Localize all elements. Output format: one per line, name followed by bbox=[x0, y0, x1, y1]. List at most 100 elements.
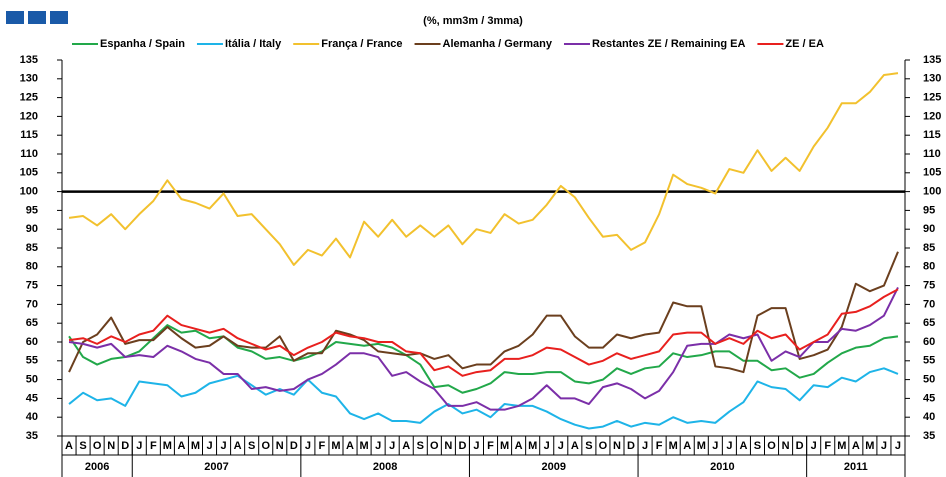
x-tick-label: S bbox=[79, 440, 86, 452]
x-tick-label: M bbox=[669, 440, 678, 452]
x-tick-label: J bbox=[712, 440, 718, 452]
x-tick-label: F bbox=[656, 440, 663, 452]
x-tick-label: J bbox=[558, 440, 564, 452]
x-tick-label: A bbox=[402, 440, 410, 452]
legend-label: ZE / EA bbox=[785, 38, 824, 50]
x-tick-label: J bbox=[726, 440, 732, 452]
y2-tick-label: 115 bbox=[923, 129, 941, 141]
y2-tick-label: 45 bbox=[923, 392, 935, 404]
y2-tick-label: 35 bbox=[923, 430, 935, 442]
series-line bbox=[68, 288, 899, 377]
y2-tick-label: 65 bbox=[923, 317, 935, 329]
y2-tick-label: 60 bbox=[923, 336, 935, 348]
x-tick-label: J bbox=[642, 440, 648, 452]
x-group-label: 2011 bbox=[844, 461, 868, 473]
x-tick-label: A bbox=[683, 440, 691, 452]
x-tick-label: N bbox=[276, 440, 284, 452]
x-tick-label: D bbox=[458, 440, 466, 452]
y-tick-label: 40 bbox=[26, 411, 38, 423]
x-tick-label: J bbox=[206, 440, 212, 452]
x-tick-label: S bbox=[248, 440, 255, 452]
logo-block bbox=[28, 11, 46, 24]
series-line bbox=[68, 324, 899, 394]
x-tick-label: D bbox=[290, 440, 298, 452]
y-tick-label: 65 bbox=[26, 317, 38, 329]
logo-block bbox=[6, 11, 24, 24]
x-tick-label: A bbox=[234, 440, 242, 452]
x-tick-label: J bbox=[305, 440, 311, 452]
y-tick-label: 55 bbox=[26, 355, 38, 367]
y2-tick-label: 120 bbox=[923, 110, 941, 122]
x-tick-label: M bbox=[865, 440, 874, 452]
y-tick-label: 45 bbox=[26, 392, 38, 404]
legend-label: Espanha / Spain bbox=[100, 38, 185, 50]
y-tick-label: 120 bbox=[20, 110, 38, 122]
y-tick-label: 50 bbox=[26, 374, 38, 386]
y2-tick-label: 50 bbox=[923, 374, 935, 386]
x-tick-label: S bbox=[754, 440, 761, 452]
x-group-label: 2009 bbox=[542, 461, 566, 473]
x-tick-label: O bbox=[261, 440, 270, 452]
x-tick-label: F bbox=[319, 440, 326, 452]
x-group-label: 2008 bbox=[373, 461, 397, 473]
x-tick-label: M bbox=[163, 440, 172, 452]
y2-tick-label: 135 bbox=[923, 54, 941, 66]
y2-tick-label: 40 bbox=[923, 411, 935, 423]
x-tick-label: F bbox=[150, 440, 157, 452]
x-tick-label: M bbox=[331, 440, 340, 452]
logo-block bbox=[50, 11, 68, 24]
y-tick-label: 95 bbox=[26, 204, 38, 216]
y2-tick-label: 55 bbox=[923, 355, 935, 367]
x-tick-label: J bbox=[881, 440, 887, 452]
x-tick-label: M bbox=[500, 440, 509, 452]
y-tick-label: 60 bbox=[26, 336, 38, 348]
y-tick-label: 135 bbox=[20, 54, 38, 66]
y-tick-label: 105 bbox=[20, 167, 38, 179]
x-tick-label: J bbox=[544, 440, 550, 452]
y2-tick-label: 95 bbox=[923, 204, 935, 216]
y-tick-label: 80 bbox=[26, 261, 38, 273]
x-group-label: 2006 bbox=[85, 461, 109, 473]
legend-label: Restantes ZE / Remaining EA bbox=[592, 38, 745, 50]
y2-tick-label: 105 bbox=[923, 167, 941, 179]
x-tick-label: N bbox=[444, 440, 452, 452]
x-tick-label: A bbox=[739, 440, 747, 452]
x-tick-label: J bbox=[473, 440, 479, 452]
y2-tick-label: 90 bbox=[923, 223, 935, 235]
x-tick-label: J bbox=[375, 440, 381, 452]
series-line bbox=[68, 251, 899, 374]
legend-label: Itália / Italy bbox=[225, 38, 282, 50]
x-tick-label: A bbox=[177, 440, 185, 452]
x-group-label: 2010 bbox=[710, 461, 734, 473]
x-tick-label: J bbox=[136, 440, 142, 452]
series-line bbox=[68, 72, 899, 266]
y-tick-label: 85 bbox=[26, 242, 38, 254]
x-tick-label: S bbox=[417, 440, 424, 452]
y-tick-label: 115 bbox=[20, 129, 38, 141]
y-tick-label: 100 bbox=[20, 186, 38, 198]
x-tick-label: J bbox=[221, 440, 227, 452]
x-tick-label: A bbox=[65, 440, 73, 452]
x-tick-label: J bbox=[811, 440, 817, 452]
x-tick-label: M bbox=[837, 440, 846, 452]
y-tick-label: 90 bbox=[26, 223, 38, 235]
x-tick-label: A bbox=[515, 440, 523, 452]
x-tick-label: N bbox=[613, 440, 621, 452]
x-tick-label: J bbox=[895, 440, 901, 452]
x-tick-label: A bbox=[346, 440, 354, 452]
x-tick-label: D bbox=[627, 440, 635, 452]
x-tick-label: O bbox=[767, 440, 776, 452]
y-tick-label: 110 bbox=[20, 148, 38, 160]
y2-tick-label: 75 bbox=[923, 280, 935, 292]
x-tick-label: M bbox=[359, 440, 368, 452]
x-tick-label: O bbox=[599, 440, 608, 452]
y2-tick-label: 100 bbox=[923, 186, 941, 198]
legend-label: Alemanha / Germany bbox=[443, 38, 553, 50]
x-tick-label: F bbox=[824, 440, 831, 452]
y2-tick-label: 130 bbox=[923, 73, 941, 85]
y2-tick-label: 125 bbox=[923, 92, 941, 104]
x-tick-label: M bbox=[191, 440, 200, 452]
y-tick-label: 75 bbox=[26, 280, 38, 292]
x-group-label: 2007 bbox=[204, 461, 228, 473]
